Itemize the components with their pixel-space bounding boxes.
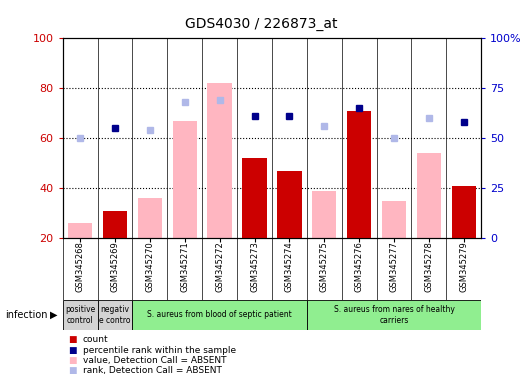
Bar	[208, 83, 232, 238]
Text: GSM345279: GSM345279	[459, 241, 468, 292]
Text: GSM345273: GSM345273	[250, 241, 259, 292]
Text: S. aureus from blood of septic patient: S. aureus from blood of septic patient	[147, 310, 292, 319]
Text: ■: ■	[68, 346, 76, 355]
Text: GSM345275: GSM345275	[320, 241, 329, 292]
Text: ▶: ▶	[50, 310, 57, 320]
Text: count: count	[83, 335, 108, 344]
Text: GSM345274: GSM345274	[285, 241, 294, 292]
Text: GSM345270: GSM345270	[145, 241, 154, 292]
Text: GSM345276: GSM345276	[355, 241, 363, 292]
Bar	[98, 300, 132, 330]
Text: GSM345268: GSM345268	[76, 241, 85, 292]
Bar	[417, 153, 441, 238]
Bar	[312, 190, 336, 238]
Bar	[173, 121, 197, 238]
Bar	[68, 223, 93, 238]
Bar	[242, 158, 267, 238]
Text: positive
control: positive control	[65, 305, 95, 324]
Text: GDS4030 / 226873_at: GDS4030 / 226873_at	[185, 17, 338, 31]
Bar	[277, 170, 302, 238]
Bar	[103, 210, 127, 238]
Bar	[138, 198, 162, 238]
Text: GSM345277: GSM345277	[390, 241, 399, 292]
Bar	[347, 121, 371, 238]
Text: GSM345269: GSM345269	[110, 241, 120, 292]
Bar	[307, 300, 481, 330]
Text: GSM345272: GSM345272	[215, 241, 224, 292]
Text: rank, Detection Call = ABSENT: rank, Detection Call = ABSENT	[83, 366, 222, 376]
Text: infection: infection	[5, 310, 48, 320]
Text: negativ
e contro: negativ e contro	[99, 305, 131, 324]
Bar	[382, 200, 406, 238]
Bar	[63, 300, 98, 330]
Bar	[132, 300, 307, 330]
Text: ■: ■	[68, 366, 76, 376]
Text: value, Detection Call = ABSENT: value, Detection Call = ABSENT	[83, 356, 226, 365]
Text: S. aureus from nares of healthy
carriers: S. aureus from nares of healthy carriers	[334, 305, 454, 324]
Bar	[451, 186, 476, 238]
Text: GSM345271: GSM345271	[180, 241, 189, 292]
Bar	[347, 111, 371, 238]
Text: percentile rank within the sample: percentile rank within the sample	[83, 346, 236, 355]
Text: ■: ■	[68, 335, 76, 344]
Text: ■: ■	[68, 356, 76, 365]
Text: GSM345278: GSM345278	[424, 241, 434, 292]
